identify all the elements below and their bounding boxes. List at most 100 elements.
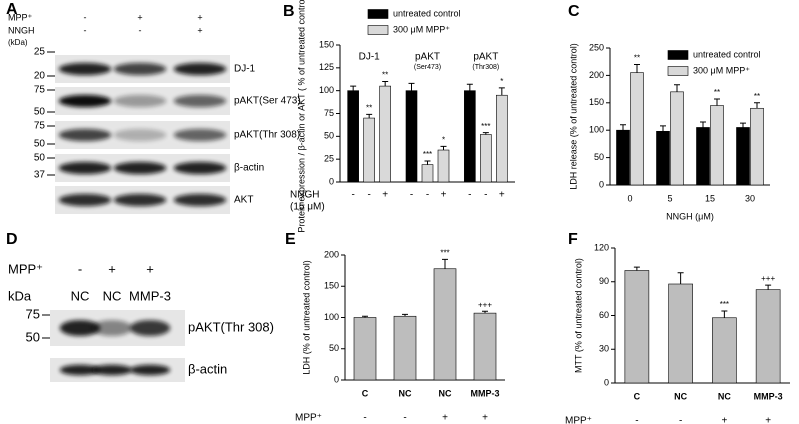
x-tick-label: C bbox=[362, 388, 369, 398]
band-label: β-actin bbox=[188, 361, 227, 376]
legend-label: untreated control bbox=[693, 49, 761, 59]
significance-mark: ** bbox=[714, 88, 720, 97]
treatment-mark: - bbox=[351, 190, 354, 201]
treatment-mark: + bbox=[197, 25, 202, 35]
x-axis-title: NNGH (μM) bbox=[666, 211, 714, 221]
treatment-mark: - bbox=[468, 190, 471, 201]
legend-swatch bbox=[667, 50, 689, 60]
error-bar bbox=[634, 63, 640, 73]
x-tick-label: 30 bbox=[745, 193, 755, 203]
blot-band bbox=[173, 161, 227, 175]
y-axis-title: Protein expression / β-actin or AKT ( % … bbox=[296, 0, 306, 233]
treatment-label: MPP⁺ bbox=[8, 12, 33, 22]
treatment-mark: + bbox=[499, 190, 505, 201]
treatment-label: MPP⁺ bbox=[295, 413, 322, 424]
significance-mark: ** bbox=[366, 104, 372, 113]
error-bar bbox=[350, 85, 357, 91]
error-bar bbox=[366, 113, 373, 119]
bar bbox=[433, 268, 457, 381]
panel-label: E bbox=[285, 231, 296, 248]
x-tick-label: MMP-3 bbox=[754, 391, 783, 401]
error-bar bbox=[402, 313, 408, 317]
bar bbox=[616, 129, 630, 186]
blot-band bbox=[91, 320, 133, 336]
y-tick-label: 120 bbox=[594, 242, 609, 252]
bar bbox=[353, 317, 377, 381]
mw-marker: 25 bbox=[34, 47, 46, 58]
bar bbox=[480, 134, 492, 183]
significance-mark: * bbox=[442, 135, 445, 144]
group-label: DJ-1 bbox=[359, 52, 381, 63]
significance-mark: ** bbox=[382, 71, 388, 80]
y-tick-label: 0 bbox=[604, 377, 609, 387]
bar bbox=[464, 90, 476, 183]
x-tick-label: NC bbox=[439, 388, 452, 398]
group-sublabel: (Ser473) bbox=[414, 64, 441, 71]
y-tick-label: 100 bbox=[589, 125, 604, 135]
blot-band bbox=[113, 193, 167, 207]
mw-marker: 75 bbox=[34, 85, 46, 96]
bar bbox=[668, 283, 693, 384]
treatment-mark: - bbox=[84, 12, 87, 22]
significance-mark: * bbox=[500, 77, 503, 86]
legend-label: 300 μM MPP⁺ bbox=[693, 65, 750, 75]
significance-mark: *** bbox=[440, 248, 449, 257]
mw-marker: 20 bbox=[34, 71, 46, 82]
band-label: pAKT(Ser 473) bbox=[234, 96, 301, 107]
y-tick-label: 50 bbox=[329, 343, 339, 353]
error-bar bbox=[714, 98, 720, 106]
group-label: pAKT bbox=[415, 52, 440, 63]
x-tick-label: NC bbox=[399, 388, 412, 398]
panel-label: D bbox=[6, 231, 18, 248]
treatment-mark: - bbox=[426, 190, 429, 201]
treatment-mark: - bbox=[484, 190, 487, 201]
significance-mark: ** bbox=[634, 54, 640, 63]
treatment-mark: + bbox=[146, 261, 154, 276]
error-bar bbox=[442, 258, 448, 269]
bar bbox=[393, 315, 417, 381]
treatment-mark: - bbox=[403, 413, 406, 424]
significance-mark: +++ bbox=[478, 300, 492, 309]
significance-mark: ** bbox=[754, 92, 760, 101]
blot-band bbox=[58, 193, 112, 207]
bar bbox=[712, 317, 737, 384]
treatment-label: MPP⁺ bbox=[8, 261, 43, 276]
panel-label: C bbox=[568, 3, 580, 20]
y-tick-label: 0 bbox=[334, 374, 339, 384]
lane-label: NC bbox=[71, 288, 90, 303]
y-tick-label: 90 bbox=[599, 276, 609, 286]
treatment-sublabel: (15 μM) bbox=[290, 202, 325, 213]
error-bar bbox=[765, 284, 772, 290]
error-bar bbox=[660, 125, 666, 132]
blot-band bbox=[173, 94, 227, 108]
error-bar bbox=[633, 266, 640, 271]
significance-mark: *** bbox=[423, 150, 432, 159]
lane-label: MMP-3 bbox=[129, 288, 171, 303]
legend-swatch bbox=[367, 9, 389, 19]
band-label: pAKT(Thr 308) bbox=[188, 319, 274, 334]
bar bbox=[750, 107, 764, 186]
y-tick-label: 200 bbox=[589, 70, 604, 80]
treatment-label: NNGH bbox=[290, 190, 319, 201]
legend-swatch bbox=[667, 66, 689, 76]
group-label: pAKT bbox=[473, 52, 498, 63]
blot-band bbox=[113, 62, 167, 76]
significance-mark: +++ bbox=[761, 274, 775, 283]
y-tick-label: 50 bbox=[324, 131, 334, 141]
band-label: DJ-1 bbox=[234, 64, 256, 75]
error-bar bbox=[424, 160, 431, 165]
x-tick-label: NC bbox=[718, 391, 731, 401]
treatment-mark: + bbox=[441, 190, 447, 201]
panel-label: A bbox=[6, 1, 18, 18]
band-label: pAKT(Thr 308) bbox=[234, 130, 300, 141]
blot-band bbox=[113, 94, 167, 108]
bar bbox=[379, 85, 391, 183]
significance-mark: *** bbox=[481, 122, 490, 131]
error-bar bbox=[754, 102, 760, 109]
blot-band bbox=[129, 364, 171, 376]
x-tick-label: NC bbox=[674, 391, 687, 401]
blot-band bbox=[173, 128, 227, 142]
y-tick-label: 25 bbox=[324, 154, 334, 164]
significance-mark: *** bbox=[720, 300, 729, 309]
